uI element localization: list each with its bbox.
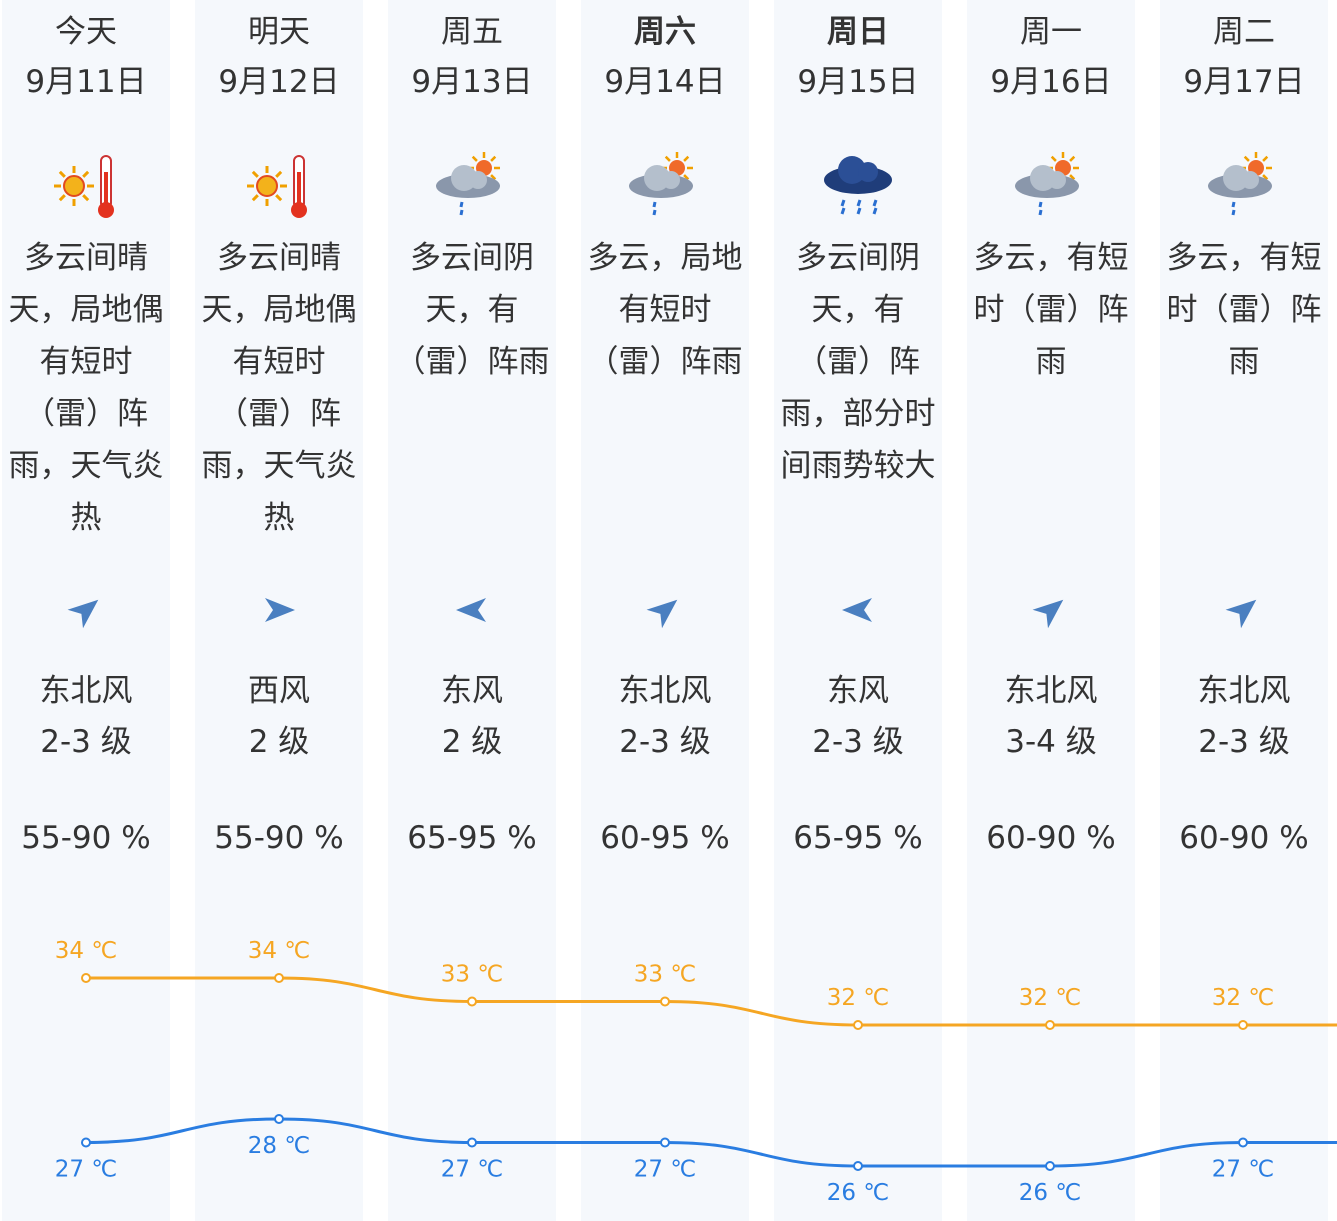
- high-temperature-label: 33 ℃: [441, 962, 503, 988]
- wind-direction-label: 东北风: [1004, 673, 1098, 709]
- high-temperature-label: 32 ℃: [1212, 985, 1274, 1011]
- weather-description: 多云，有短 时（雷）阵雨: [973, 240, 1129, 380]
- weather-description: 多云间阴 天，有 （雷）阵 雨，部分时 间雨势较大: [780, 240, 936, 484]
- sunny-hot-icon: [239, 150, 319, 222]
- low-temperature-point: [274, 1114, 284, 1124]
- cloud-sun-shower-icon: [625, 150, 705, 222]
- high-temperature-label: 34 ℃: [55, 938, 117, 964]
- wind-direction-east-icon: [452, 590, 492, 630]
- humidity-label: 55-90 %: [214, 820, 344, 856]
- date-label: 9月11日: [25, 64, 147, 100]
- humidity-label: 55-90 %: [21, 820, 151, 856]
- day-label: 周六: [634, 14, 696, 50]
- wind-direction-label: 东北风: [618, 673, 712, 709]
- wind-level-label: 2-3 级: [619, 724, 711, 760]
- low-temperature-label: 27 ℃: [1212, 1157, 1274, 1183]
- humidity-label: 65-95 %: [793, 820, 923, 856]
- low-temperature-label: 27 ℃: [634, 1157, 696, 1183]
- forecast-day-7: 周二 9月17日 多云，有短 时（雷）阵雨 东北风 2-3 级 60-90 %: [1160, 0, 1328, 1221]
- high-temperature-point: [1045, 1020, 1055, 1030]
- humidity-label: 60-90 %: [986, 820, 1116, 856]
- low-temperature-label: 26 ℃: [827, 1180, 889, 1206]
- date-label: 9月13日: [411, 64, 533, 100]
- low-temperature-point: [81, 1137, 91, 1148]
- wind-direction-northeast-icon: [1224, 590, 1264, 630]
- day-label: 周一: [1020, 14, 1082, 50]
- cloud-sun-shower-icon: [1204, 150, 1284, 222]
- high-temperature-point: [467, 996, 477, 1007]
- wind-level-label: 2-3 级: [812, 724, 904, 760]
- day-label: 周五: [441, 14, 503, 50]
- forecast-day-6: 周一 9月16日 多云，有短 时（雷）阵雨 东北风 3-4 级 60-90 %: [967, 0, 1135, 1221]
- cloud-sun-shower-icon: [432, 150, 512, 222]
- date-label: 9月16日: [990, 64, 1112, 100]
- high-temperature-label: 32 ℃: [827, 985, 889, 1011]
- wind-direction-label: 东风: [827, 673, 889, 709]
- low-temperature-label: 26 ℃: [1019, 1180, 1081, 1206]
- wind-level-label: 2 级: [441, 724, 503, 760]
- low-temperature-label: 28 ℃: [248, 1133, 310, 1159]
- high-temperature-point: [853, 1020, 863, 1030]
- high-temperature-point: [274, 973, 284, 983]
- wind-direction-northeast-icon: [645, 590, 685, 630]
- low-temperature-point: [853, 1161, 863, 1171]
- humidity-label: 60-95 %: [600, 820, 730, 856]
- date-label: 9月14日: [604, 64, 726, 100]
- wind-direction-label: 东风: [441, 673, 503, 709]
- day-label: 周二: [1213, 14, 1275, 50]
- weather-description: 多云间晴 天，局地偶 有短时 （雷）阵 雨，天气炎热: [8, 240, 164, 536]
- date-label: 9月15日: [797, 64, 919, 100]
- high-temperature-label: 33 ℃: [634, 962, 696, 988]
- wind-level-label: 2-3 级: [40, 724, 132, 760]
- low-temperature-point: [1238, 1137, 1248, 1148]
- forecast-day-4: 周六 9月14日 多云，局地 有短时 （雷）阵雨 东北风 2-3 级 60-95 %: [581, 0, 749, 1221]
- humidity-label: 65-95 %: [407, 820, 537, 856]
- cloud-sun-shower-icon: [1011, 150, 1091, 222]
- wind-direction-label: 东北风: [1197, 673, 1291, 709]
- sunny-hot-icon: [46, 150, 126, 222]
- forecast-day-3: 周五 9月13日 多云间阴 天，有 （雷）阵雨 东风 2 级 65-95 %: [388, 0, 556, 1221]
- wind-level-label: 2 级: [248, 724, 310, 760]
- wind-level-label: 3-4 级: [1005, 724, 1097, 760]
- humidity-label: 60-90 %: [1179, 820, 1309, 856]
- high-temperature-point: [660, 996, 670, 1007]
- day-label: 明天: [248, 14, 310, 50]
- low-temperature-point: [1045, 1161, 1055, 1171]
- low-temperature-point: [660, 1137, 670, 1148]
- high-temperature-point: [1238, 1020, 1248, 1030]
- low-temperature-point: [467, 1137, 477, 1148]
- weather-description: 多云间阴 天，有 （雷）阵雨: [394, 240, 550, 380]
- high-temperature-point: [81, 973, 91, 983]
- wind-direction-label: 东北风: [39, 673, 133, 709]
- forecast-day-2: 明天 9月12日 多云间晴 天，局地偶 有短时 （雷）阵 雨，天气炎热 西风 2 级 55-9…: [195, 0, 363, 1221]
- forecast-day-1: 今天 9月11日 多云间晴 天，局地偶 有短时 （雷）阵 雨，天气炎热 东北风 2-3 级 5…: [2, 0, 170, 1221]
- wind-direction-west-icon: [259, 590, 299, 630]
- high-temperature-label: 32 ℃: [1019, 985, 1081, 1011]
- wind-level-label: 2-3 级: [1198, 724, 1290, 760]
- weather-description: 多云，有短 时（雷）阵雨: [1166, 240, 1322, 380]
- high-temperature-line: [86, 976, 1337, 1027]
- day-label: 今天: [55, 14, 117, 50]
- weather-description: 多云间晴 天，局地偶 有短时 （雷）阵 雨，天气炎热: [201, 240, 357, 536]
- date-label: 9月17日: [1183, 64, 1305, 100]
- day-label: 周日: [827, 14, 889, 50]
- wind-direction-northeast-icon: [66, 590, 106, 630]
- dark-cloud-rain-icon: [818, 150, 898, 222]
- wind-direction-northeast-icon: [1031, 590, 1071, 630]
- low-temperature-line: [85, 1117, 1337, 1168]
- low-temperature-label: 27 ℃: [55, 1157, 117, 1183]
- high-temperature-label: 34 ℃: [248, 938, 310, 964]
- date-label: 9月12日: [218, 64, 340, 100]
- forecast-day-5: 周日 9月15日 多云间阴 天，有 （雷）阵 雨，部分时 间雨势较大 东风 2-3 级 65-…: [774, 0, 942, 1221]
- weather-description: 多云，局地 有短时 （雷）阵雨: [587, 240, 743, 380]
- low-temperature-label: 27 ℃: [441, 1157, 503, 1183]
- wind-direction-label: 西风: [248, 673, 310, 709]
- wind-direction-east-icon: [838, 590, 878, 630]
